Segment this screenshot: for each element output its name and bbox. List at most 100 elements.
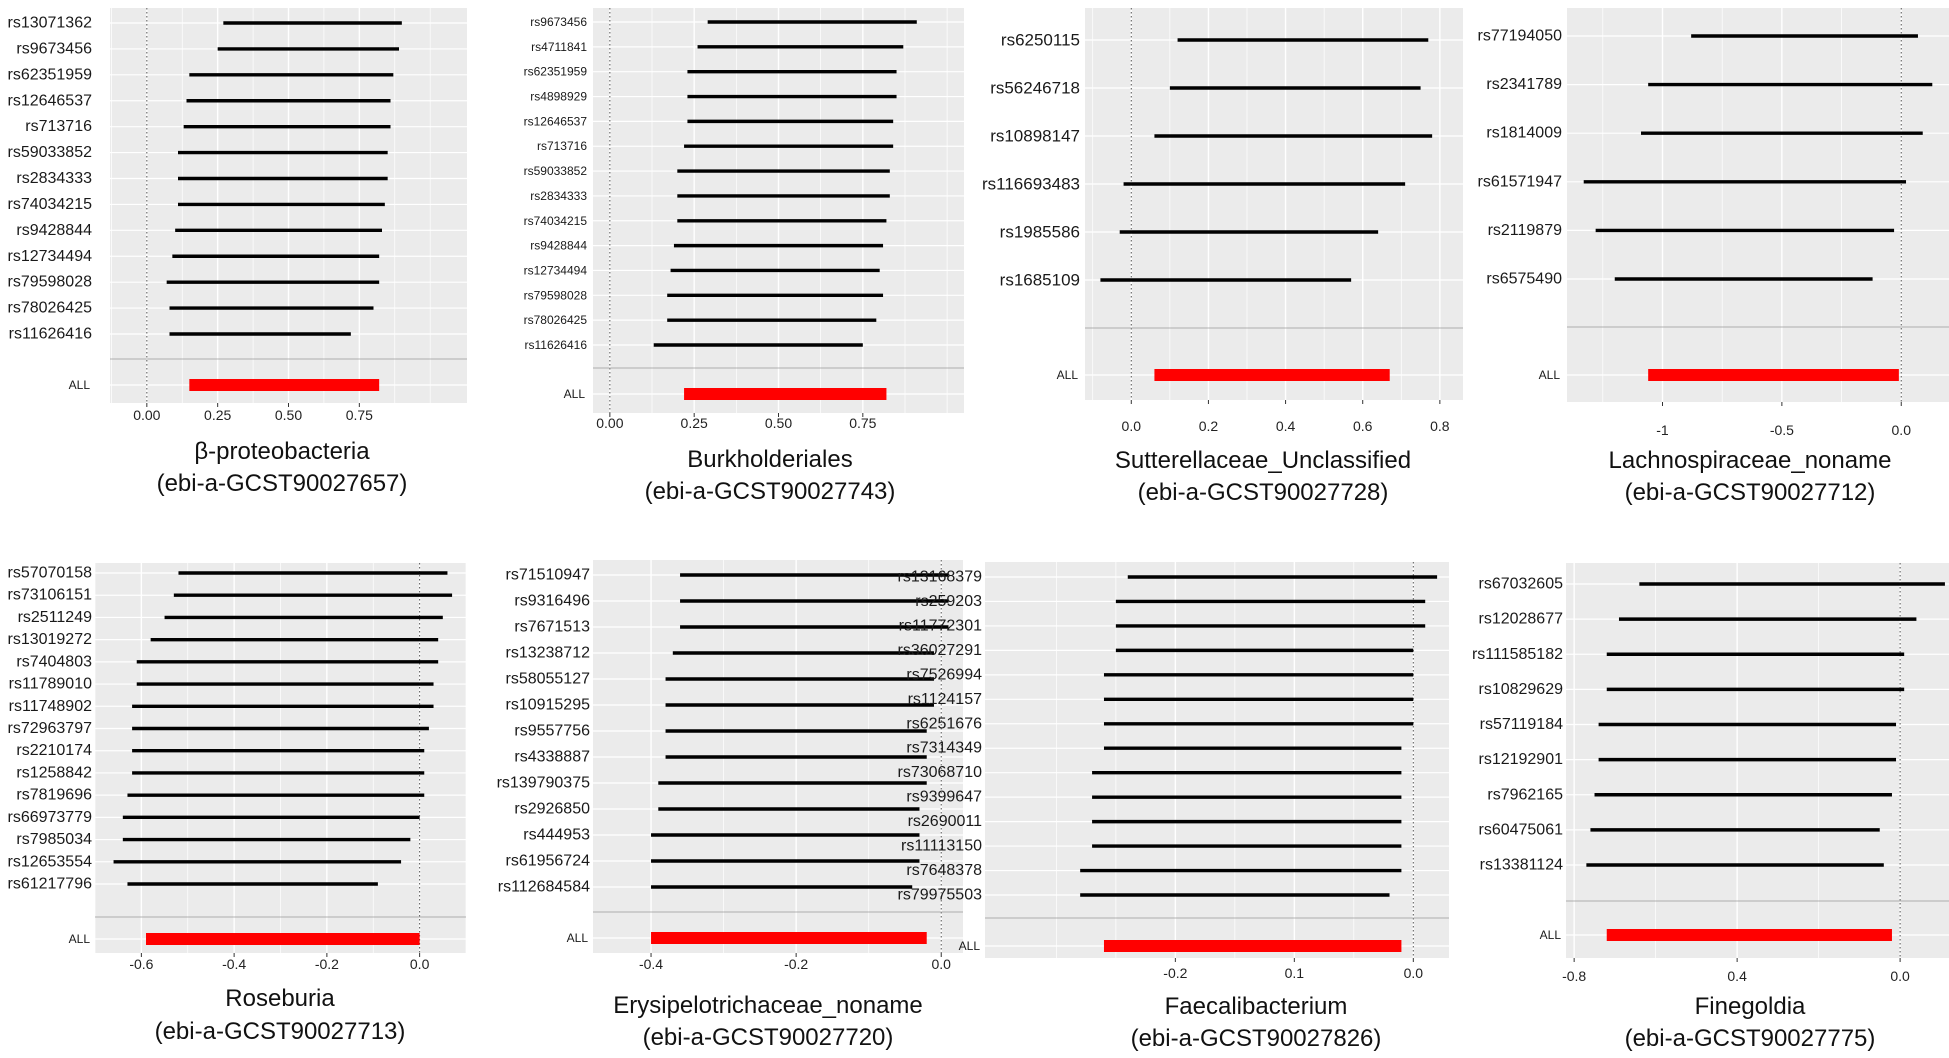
snp-label: rs79598028 — [524, 288, 588, 302]
x-tick-label: 0.25 — [204, 407, 231, 423]
x-tick-label: 0.6 — [1353, 418, 1373, 434]
snp-label: rs7819696 — [16, 787, 92, 804]
snp-label: rs13071362 — [7, 15, 92, 32]
all-estimate-bar — [1606, 929, 1892, 941]
x-tick-label: 0.0 — [410, 956, 430, 972]
snp-label: rs12192901 — [1478, 751, 1563, 768]
snp-label: rs6251676 — [906, 715, 982, 732]
all-estimate-bar — [146, 933, 420, 945]
x-tick-label: 0.0 — [1122, 418, 1142, 434]
panel-subtitle: (ebi-a-GCST90027743) — [645, 478, 896, 505]
x-tick-label: 0.1 — [1285, 965, 1305, 981]
snp-label: rs62351959 — [7, 66, 92, 83]
snp-label: rs4338887 — [514, 749, 590, 766]
snp-label: rs77194050 — [1477, 28, 1562, 45]
snp-label: rs12734494 — [524, 263, 588, 277]
x-tick-label: 0.75 — [849, 415, 876, 431]
snp-label: rs78026425 — [524, 313, 588, 327]
all-label: ALL — [69, 932, 91, 946]
snp-label: rs10829629 — [1478, 681, 1563, 698]
snp-label: rs12028677 — [1478, 611, 1563, 628]
snp-label: rs73106151 — [7, 587, 92, 604]
snp-label: rs62351959 — [524, 65, 588, 79]
snp-label: rs36027291 — [897, 642, 982, 659]
x-tick-label: -1 — [1656, 422, 1669, 438]
snp-label: rs11772301 — [899, 617, 982, 634]
snp-label: rs2834333 — [530, 189, 587, 203]
snp-label: rs60475061 — [1478, 821, 1563, 838]
panel-title: Sutterellaceae_Unclassified — [1115, 447, 1411, 474]
snp-label: rs11789010 — [9, 676, 92, 693]
snp-label: rs9316496 — [514, 593, 590, 610]
x-tick-label: 0.8 — [1430, 418, 1450, 434]
snp-label: rs74034215 — [524, 214, 588, 228]
snp-label: rs713716 — [537, 139, 587, 153]
x-tick-label: 0.0 — [1404, 965, 1424, 981]
panel-background — [1567, 8, 1949, 402]
snp-label: rs67032605 — [1478, 576, 1563, 593]
all-label: ALL — [564, 387, 586, 401]
forest-panel: rs57070158 rs73106151 rs2511249 rs13019272 r… — [7, 563, 467, 1045]
all-estimate-bar — [1103, 940, 1402, 952]
x-tick-label: 0.0 — [1890, 968, 1910, 984]
x-tick-label: 0.00 — [596, 415, 623, 431]
snp-label: rs1124157 — [908, 691, 983, 708]
snp-label: rs7671513 — [514, 619, 590, 636]
panel-background — [1085, 8, 1463, 400]
snp-label: rs2341789 — [1486, 76, 1562, 93]
snp-label: rs78026425 — [7, 300, 92, 317]
snp-label: rs4898929 — [530, 90, 587, 104]
all-estimate-bar — [1154, 369, 1390, 381]
all-estimate-bar — [651, 932, 927, 944]
all-label: ALL — [1540, 928, 1562, 942]
snp-label: rs2834333 — [16, 170, 92, 187]
panel-subtitle: (ebi-a-GCST90027775) — [1625, 1025, 1876, 1052]
x-tick-label: -0.2 — [784, 956, 808, 972]
all-estimate-bar — [684, 388, 887, 400]
forest-panel: rs13071362 rs9673456 rs62351959 rs12646537 r… — [7, 8, 467, 497]
snp-label: rs7404803 — [16, 653, 92, 670]
snp-label: rs13381124 — [1480, 857, 1563, 874]
snp-label: rs9399647 — [906, 789, 982, 806]
panel-subtitle: (ebi-a-GCST90027826) — [1131, 1025, 1382, 1052]
all-estimate-bar — [1648, 369, 1899, 381]
x-tick-label: -0.8 — [1562, 968, 1586, 984]
snp-label: rs139790375 — [497, 775, 591, 792]
panel-background — [985, 562, 1449, 958]
snp-label: rs11748902 — [9, 698, 92, 715]
snp-label: rs4711841 — [531, 40, 587, 54]
snp-label: rs57119184 — [1480, 716, 1563, 733]
x-tick-label: -0.4 — [222, 956, 246, 972]
snp-label: rs10915295 — [505, 697, 590, 714]
snp-label: rs79598028 — [7, 274, 92, 291]
snp-label: rs2210174 — [16, 742, 92, 759]
snp-label: rs6575490 — [1486, 271, 1562, 288]
x-tick-label: -0.5 — [1770, 422, 1794, 438]
all-label: ALL — [1539, 368, 1561, 382]
all-label: ALL — [1057, 368, 1079, 382]
x-tick-label: 0.2 — [1199, 418, 1219, 434]
snp-label: rs59033852 — [7, 144, 92, 161]
snp-label: rs12646537 — [7, 92, 92, 109]
snp-label: rs10898147 — [990, 127, 1080, 146]
snp-label: rs116693483 — [982, 175, 1080, 194]
snp-label: rs7962165 — [1487, 786, 1563, 803]
snp-label: rs73068710 — [897, 764, 982, 781]
snp-label: rs1985586 — [1000, 223, 1080, 242]
snp-label: rs713716 — [25, 118, 92, 135]
snp-label: rs1685109 — [1000, 271, 1080, 290]
snp-label: rs7314349 — [906, 740, 982, 757]
x-tick-label: 0.0 — [932, 956, 952, 972]
snp-label: rs72963797 — [7, 720, 92, 737]
panel-title: Faecalibacterium — [1165, 993, 1348, 1020]
snp-label: rs58055127 — [505, 671, 590, 688]
forest-panel: rs77194050 rs2341789 rs1814009 rs61571947 rs… — [1477, 8, 1949, 506]
panel-title: β-proteobacteria — [194, 438, 370, 465]
snp-label: rs11626416 — [525, 338, 588, 352]
snp-label: rs61571947 — [1477, 173, 1562, 190]
panel-subtitle: (ebi-a-GCST90027713) — [155, 1018, 406, 1045]
snp-label: rs2119879 — [1488, 222, 1563, 239]
snp-label: rs66973779 — [7, 809, 92, 826]
snp-label: rs12734494 — [7, 248, 92, 265]
